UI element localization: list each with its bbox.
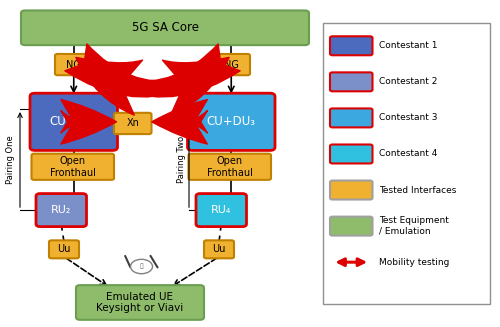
FancyBboxPatch shape: [330, 72, 372, 91]
FancyArrowPatch shape: [65, 44, 229, 115]
FancyBboxPatch shape: [212, 54, 250, 75]
Text: RU₂: RU₂: [51, 205, 72, 215]
FancyBboxPatch shape: [330, 181, 372, 199]
FancyBboxPatch shape: [32, 154, 114, 180]
Text: Uu: Uu: [58, 244, 70, 254]
Text: RU₄: RU₄: [211, 205, 232, 215]
Text: ▯: ▯: [140, 264, 143, 269]
Text: Contestant 1: Contestant 1: [379, 41, 438, 50]
Text: Contestant 2: Contestant 2: [379, 77, 438, 86]
FancyBboxPatch shape: [55, 54, 92, 75]
FancyBboxPatch shape: [188, 93, 275, 150]
Text: Open
Fronthaul: Open Fronthaul: [50, 156, 96, 178]
Text: CU+DU₃: CU+DU₃: [207, 115, 256, 128]
FancyArrowPatch shape: [338, 259, 364, 266]
FancyBboxPatch shape: [204, 240, 234, 258]
Text: NG: NG: [66, 60, 81, 70]
FancyArrowPatch shape: [61, 100, 116, 144]
FancyBboxPatch shape: [49, 240, 79, 258]
Text: Mobility testing: Mobility testing: [379, 258, 450, 267]
Text: Contestant 4: Contestant 4: [379, 149, 438, 159]
Text: Pairing One: Pairing One: [6, 135, 16, 184]
FancyBboxPatch shape: [114, 113, 152, 134]
FancyBboxPatch shape: [30, 93, 118, 150]
Text: NG: NG: [224, 60, 238, 70]
Text: Tested Interfaces: Tested Interfaces: [379, 185, 456, 195]
Text: CU+DU₁: CU+DU₁: [49, 115, 98, 128]
FancyArrowPatch shape: [76, 44, 240, 115]
FancyBboxPatch shape: [330, 36, 372, 55]
Circle shape: [130, 259, 152, 274]
FancyBboxPatch shape: [322, 23, 490, 304]
FancyBboxPatch shape: [196, 194, 246, 227]
Text: Uu: Uu: [212, 244, 226, 254]
FancyBboxPatch shape: [330, 109, 372, 128]
FancyArrowPatch shape: [152, 100, 208, 144]
Text: Contestant 3: Contestant 3: [379, 113, 438, 122]
FancyBboxPatch shape: [330, 145, 372, 164]
Text: 5G SA Core: 5G SA Core: [132, 21, 198, 34]
FancyBboxPatch shape: [330, 216, 372, 235]
Text: Emulated UE
Keysight or Viavi: Emulated UE Keysight or Viavi: [96, 292, 184, 313]
Text: Xn: Xn: [126, 118, 139, 129]
Text: Open
Fronthaul: Open Fronthaul: [207, 156, 252, 178]
Text: Test Equipment
/ Emulation: Test Equipment / Emulation: [379, 216, 449, 236]
FancyBboxPatch shape: [188, 154, 271, 180]
FancyBboxPatch shape: [21, 10, 309, 45]
FancyBboxPatch shape: [76, 285, 204, 320]
Text: Pairing Two: Pairing Two: [177, 136, 186, 183]
FancyBboxPatch shape: [36, 194, 86, 227]
